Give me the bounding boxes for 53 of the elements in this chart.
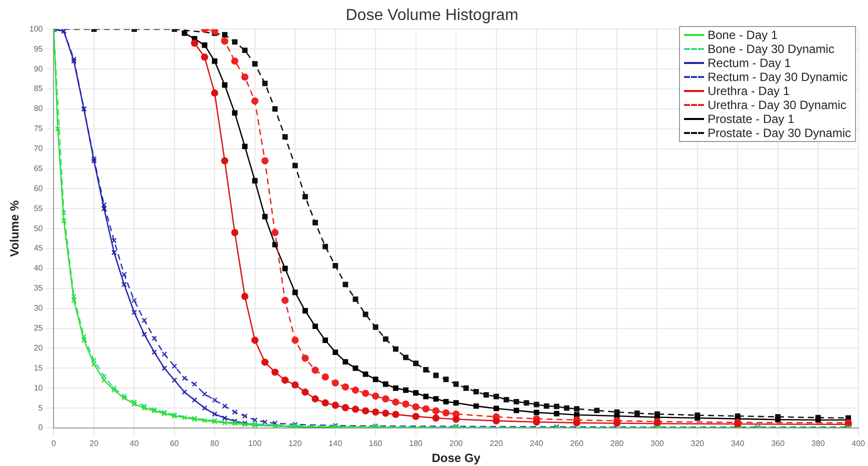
x-tick-label: 320 [690,439,705,448]
x-tick-label: 300 [650,439,664,448]
y-tick-label: 25 [34,324,44,333]
y-tick-label: 40 [34,264,44,273]
x-tick-label: 80 [210,439,220,448]
legend-label: Urethra - Day 1 [708,84,790,98]
y-tick-label: 100 [29,24,44,34]
x-tick-label: 180 [409,439,424,448]
y-tick-label: 85 [34,84,44,94]
x-axis-title: Dose Gy [432,451,481,466]
legend-label: Urethra - Day 30 Dynamic [708,98,846,112]
y-tick-label: 0 [38,423,44,432]
legend-label: Prostate - Day 30 Dynamic [708,126,851,140]
y-tick-label: 10 [34,383,44,392]
y-axis-title: Volume % [8,200,22,257]
x-tick-label: 400 [852,439,866,448]
x-tick-label: 20 [90,439,99,448]
x-tick-label: 240 [530,439,544,448]
y-tick-label: 80 [34,104,44,114]
x-tick-label: 40 [130,439,140,448]
y-tick-label: 45 [34,244,44,253]
legend-label: Rectum - Day 30 Dynamic [708,70,848,84]
x-tick-label: 260 [570,439,584,448]
y-tick-label: 95 [34,44,44,54]
y-tick-label: 70 [34,144,44,154]
legend-label: Rectum - Day 1 [708,56,791,70]
chart-title: Dose Volume Histogram [346,7,518,24]
x-tick-label: 140 [328,439,343,448]
x-tick-label: 120 [288,439,302,448]
legend-label: Prostate - Day 1 [708,112,794,126]
y-tick-label: 20 [34,343,44,352]
x-tick-label: 160 [368,439,383,448]
legend-label: Bone - Day 1 [708,28,778,42]
legend-label: Bone - Day 30 Dynamic [708,42,834,56]
x-tick-label: 340 [730,439,745,448]
y-tick-label: 35 [34,284,44,293]
y-tick-label: 30 [34,304,44,313]
y-tick-label: 65 [34,164,44,173]
x-tick-label: 200 [449,439,464,448]
y-tick-label: 5 [38,403,44,412]
x-tick-label: 280 [610,439,624,448]
x-tick-label: 380 [811,439,826,448]
y-tick-label: 75 [34,124,44,134]
x-tick-label: 0 [52,439,57,448]
x-tick-label: 100 [248,439,262,448]
y-tick-label: 55 [34,204,44,213]
x-tick-label: 360 [771,439,786,448]
x-tick-label: 220 [490,439,504,448]
x-tick-label: 60 [170,439,180,448]
y-tick-label: 15 [34,363,44,372]
y-tick-label: 60 [34,184,44,193]
y-tick-label: 50 [34,224,44,233]
y-tick-label: 90 [34,64,44,74]
